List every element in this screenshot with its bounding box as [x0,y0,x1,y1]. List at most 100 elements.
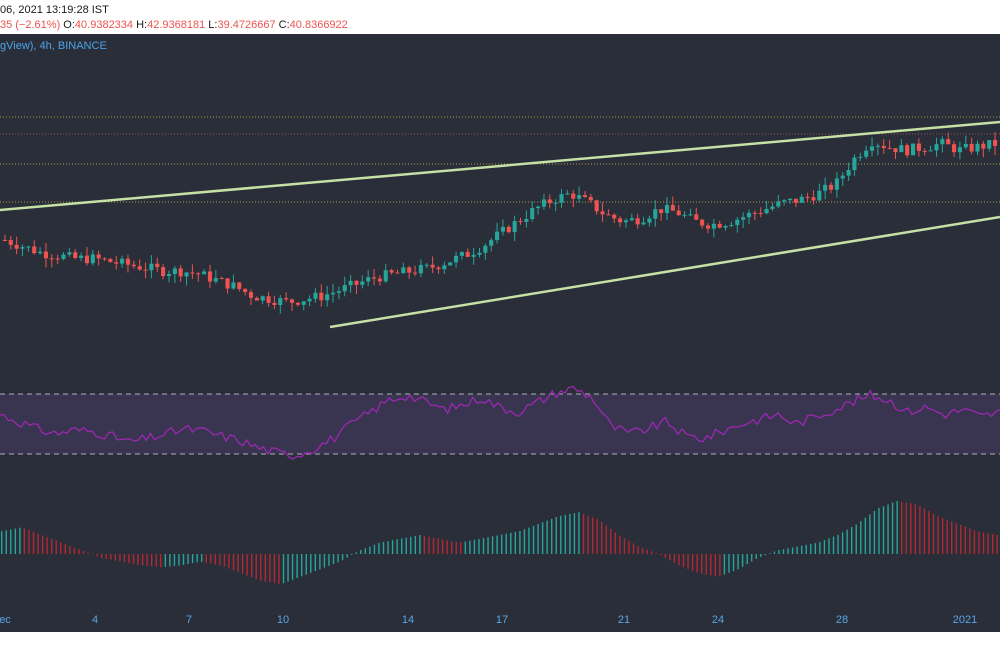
candle-body [805,196,810,198]
x-axis-tick-label: 7 [186,614,192,626]
candle-body [547,199,552,204]
histogram-bar [160,554,162,568]
candle-body [61,254,66,259]
candle-body [957,147,962,153]
histogram-bar [332,554,335,565]
histogram-bar [991,534,994,554]
candle-body [571,193,576,199]
candle-body [735,219,740,226]
histogram-bar [973,530,976,554]
histogram-bar [341,554,344,561]
histogram-bar [419,535,421,554]
histogram-bar [891,502,894,554]
rsi-line [0,385,1000,460]
x-axis-tick-label: 24 [712,614,724,626]
candle-body [723,226,728,228]
histogram-bar [314,554,317,572]
candle-body [336,291,341,293]
candle-body [418,264,423,274]
histogram-bar [23,528,26,554]
histogram-bar [846,529,848,554]
histogram-bar [505,533,507,554]
histogram-bar [564,514,567,554]
candle-body [623,220,629,223]
histogram-bar [105,554,107,559]
candle-body [635,218,640,225]
candle-body [272,302,277,305]
histogram-bar [237,554,239,573]
histogram-bar [651,551,653,554]
histogram-bar [141,554,144,566]
candle-body [940,139,945,145]
histogram-bar [732,554,735,572]
candle-body [196,273,201,275]
histogram-bar [1,531,3,554]
candle-body [137,266,142,270]
candle-body [377,278,382,282]
histogram-bar [369,546,371,554]
histogram-bar [337,554,339,563]
histogram-bar [351,554,353,555]
x-axis-tick-label: ec [0,614,11,626]
close-label: C: [278,19,290,31]
candle-body [483,245,488,253]
histogram-bar [705,554,707,575]
candle-body [664,205,670,213]
histogram-bar [637,545,639,554]
histogram-bar [864,517,867,554]
candle-body [73,252,78,259]
histogram-bar [841,532,844,554]
candle-body [102,258,107,260]
candle-body [875,145,880,147]
candle-body [49,258,54,260]
candle-body [776,201,781,207]
candle-body [993,140,998,146]
candle-body [108,258,113,263]
candle-body [676,210,681,216]
candle-body [846,170,851,176]
histogram-bar [496,535,498,554]
histogram-bar [987,533,989,554]
price-change: 35 (−2.61%) [0,19,61,31]
candle-body [295,302,300,305]
histogram-bar [387,541,389,554]
close-value: 40.8366922 [289,19,348,31]
histogram-bar [441,539,444,554]
histogram-bar [232,554,235,571]
candle-body [114,262,119,264]
histogram-bar [119,554,121,562]
chart-background[interactable] [0,34,1000,632]
candle-body [653,209,658,219]
histogram-bar [887,504,889,554]
candle-body [237,282,242,289]
histogram-bar [723,554,726,575]
candle-body [2,240,7,241]
candle-body [840,175,845,179]
candle-body [149,263,154,271]
histogram-bar [855,524,857,554]
histogram-bar [619,535,621,554]
histogram-bar [610,528,612,554]
histogram-bar [955,523,957,554]
histogram-bar [205,554,207,563]
high-value: 42.9368181 [147,19,206,31]
histogram-bar [101,554,103,558]
candle-body [852,157,857,171]
x-axis-tick-label: 21 [618,614,630,626]
candle-body [952,144,957,153]
candle-body [442,265,447,270]
histogram-bar [487,537,489,554]
candle-body [887,147,892,149]
trading-chart[interactable]: ec 4 7 10 14 17 21 24 28 2021 [0,34,1000,632]
candle-body [512,221,517,233]
histogram-bar [96,554,98,557]
upper-trendline [0,120,1000,212]
candle-body [969,143,974,152]
candle-body [553,202,558,204]
candle-body [811,197,816,201]
histogram-bar [682,554,685,568]
histogram-bar [278,554,280,585]
histogram-bar [169,554,171,567]
histogram-bar [837,534,839,554]
histogram-bar [178,554,180,566]
